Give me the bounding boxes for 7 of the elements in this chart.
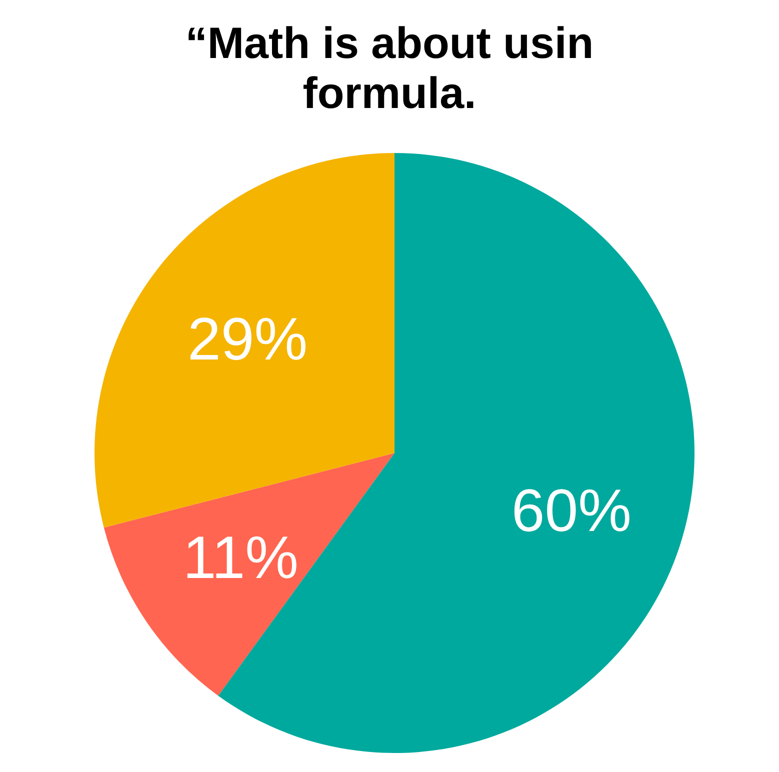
chart-title: “Math is about usin (185, 19, 594, 68)
chart-subtitle: formula. (302, 69, 476, 118)
data-label: 29% (187, 306, 308, 372)
data-label: 11% (182, 524, 298, 592)
data-label: 60% (511, 476, 632, 544)
pie-slice (104, 453, 394, 696)
pie-slice (94, 153, 394, 528)
